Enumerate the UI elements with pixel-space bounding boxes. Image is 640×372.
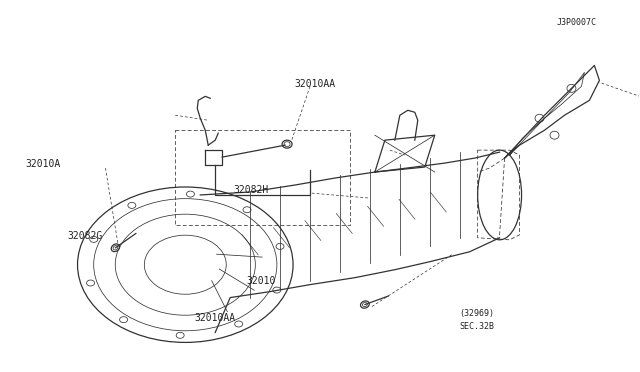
Text: 32010A: 32010A [25, 159, 60, 169]
Text: 32010: 32010 [246, 276, 276, 285]
Text: 32010AA: 32010AA [194, 312, 235, 323]
Text: (32969): (32969) [460, 310, 494, 318]
Text: SEC.32B: SEC.32B [460, 322, 494, 331]
Text: J3P0007C: J3P0007C [556, 19, 596, 28]
Text: 32082G: 32082G [68, 231, 103, 241]
Text: 32010AA: 32010AA [294, 79, 335, 89]
Text: 32082H: 32082H [234, 185, 269, 195]
